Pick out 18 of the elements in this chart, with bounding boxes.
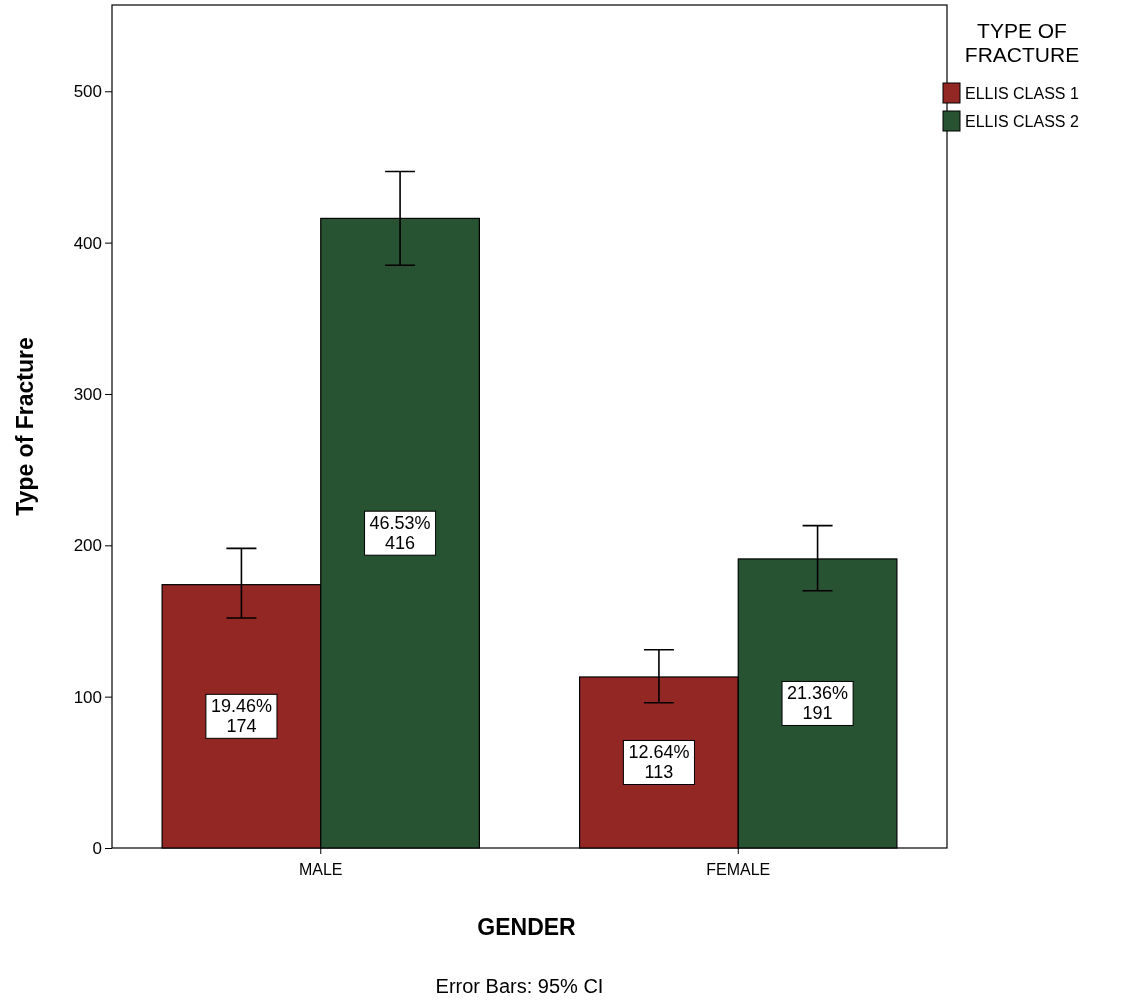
x-tick-label: MALE: [298, 860, 343, 878]
y-tick-label: 100: [73, 687, 102, 707]
y-tick-label: 400: [73, 233, 102, 253]
legend-title: TYPE OF FRACTURE: [964, 19, 1080, 66]
y-tick-label: 200: [73, 536, 102, 556]
y-tick-label: 300: [73, 384, 102, 404]
x-axis-title: GENDER: [477, 914, 577, 940]
data-label: 19.46% 174: [210, 696, 272, 737]
data-label: 21.36% 191: [787, 683, 849, 724]
legend-label: ELLIS CLASS 1: [965, 85, 1079, 102]
data-label: 12.64% 113: [628, 742, 690, 783]
text: Error Bars: 95% CI: [435, 975, 604, 997]
x-tick-label: FEMALE: [706, 860, 771, 878]
y-tick-label: 0: [92, 838, 102, 858]
y-axis-title: Type of Fracture: [12, 337, 38, 516]
y-tick-label: 500: [73, 82, 102, 102]
legend-label: ELLIS CLASS 2: [965, 113, 1079, 130]
data-label: 46.53% 416: [369, 513, 431, 554]
